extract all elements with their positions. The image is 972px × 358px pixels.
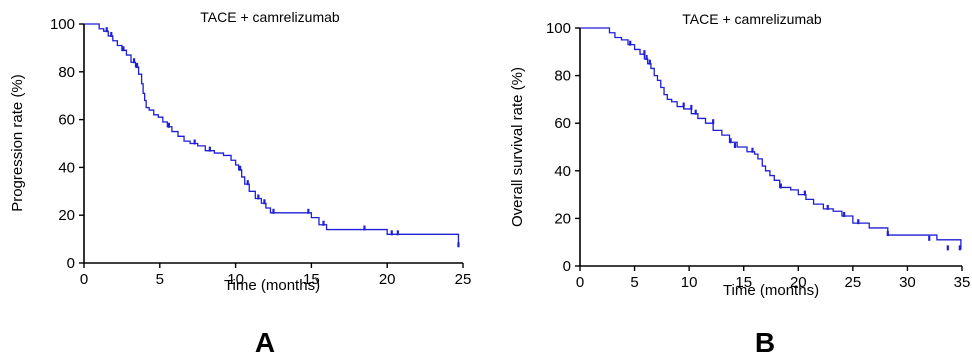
chart-title: TACE + camrelizumab <box>682 11 822 27</box>
x-tick-label: 5 <box>630 274 638 291</box>
y-ticks: 0 20 40 60 80 100 <box>546 20 580 275</box>
x-tick-label: 20 <box>379 271 396 288</box>
panel-letter: B <box>755 327 775 358</box>
y-tick-label: 0 <box>563 258 571 275</box>
x-axis-title: Time (months) <box>723 282 819 299</box>
x-tick-label: 15 <box>735 274 752 291</box>
y-tick-label: 40 <box>58 159 75 176</box>
censor-marks <box>629 40 961 251</box>
y-axis-title: Overall survival rate (%) <box>509 67 526 227</box>
y-tick-label: 60 <box>58 112 75 129</box>
x-tick-label: 20 <box>790 274 807 291</box>
chart-title: TACE + camrelizumab <box>200 9 340 25</box>
y-ticks: 0 20 40 60 80 100 <box>50 16 84 272</box>
chart-panel-b: TACE + camrelizumab 0 5 10 15 20 25 30 35 0 20 40… <box>509 11 970 358</box>
x-tick-label: 35 <box>954 274 971 291</box>
x-axis-title: Time (months) <box>224 277 320 294</box>
y-tick-label: 80 <box>554 68 571 85</box>
x-ticks: 0 5 10 15 20 25 <box>80 263 472 288</box>
x-ticks: 0 5 10 15 20 25 30 35 <box>576 266 971 291</box>
panel-letter: A <box>255 327 275 358</box>
x-tick-label: 25 <box>845 274 862 291</box>
x-tick-label: 0 <box>576 274 584 291</box>
y-tick-label: 100 <box>50 16 75 33</box>
y-tick-label: 20 <box>58 207 75 224</box>
y-tick-label: 20 <box>554 210 571 227</box>
censor-marks <box>105 27 460 248</box>
x-tick-label: 5 <box>156 271 164 288</box>
y-tick-label: 100 <box>546 20 571 37</box>
x-tick-label: 25 <box>455 271 472 288</box>
y-tick-label: 60 <box>554 115 571 132</box>
x-tick-label: 30 <box>899 274 916 291</box>
x-tick-label: 0 <box>80 271 88 288</box>
y-axis-title: Progression rate (%) <box>9 74 26 212</box>
chart-panel-a: TACE + camrelizumab 0 5 10 15 20 25 0 20 40 60 80… <box>9 9 471 358</box>
km-curve <box>580 27 962 250</box>
y-tick-label: 40 <box>554 163 571 180</box>
x-tick-label: 10 <box>227 271 244 288</box>
km-curve <box>84 23 460 247</box>
y-tick-label: 80 <box>58 64 75 81</box>
x-tick-label: 10 <box>681 274 698 291</box>
y-tick-label: 0 <box>67 255 75 272</box>
x-tick-label: 15 <box>303 271 320 288</box>
